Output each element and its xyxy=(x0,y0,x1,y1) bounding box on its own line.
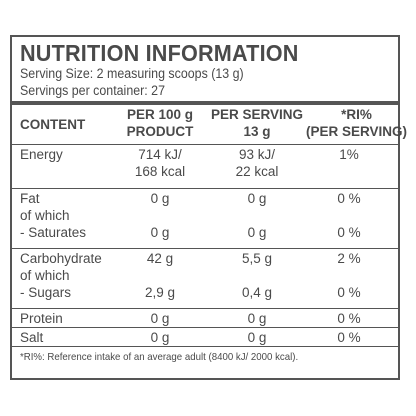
table-row-protein: Protein 0 g 0 g 0 % xyxy=(20,309,392,327)
protein-ri: 0 % xyxy=(337,311,361,326)
protein-label: Protein xyxy=(20,311,63,326)
saturates-per-100g: 0 g xyxy=(150,225,170,240)
fat-per-serving-cell: 0 g 0 g xyxy=(208,190,306,248)
carbohydrate-per-serving: 5,5 g xyxy=(241,251,273,266)
row-divider xyxy=(12,248,398,249)
nutrition-label: NUTRITION INFORMATION Serving Size: 2 me… xyxy=(10,35,407,380)
header-ri-line2: (PER SERVING) xyxy=(306,124,408,139)
energy-per-serving: 93 kJ/ 22 kcal xyxy=(208,146,306,188)
fat-label: Fat xyxy=(20,191,40,206)
header-ri: *RI% (PER SERVING) xyxy=(306,106,407,140)
sugars-per-serving: 0,4 g xyxy=(241,285,273,300)
header-per-serving: PER SERVING 13 g xyxy=(208,106,306,140)
salt-ri: 0 % xyxy=(337,330,361,345)
row-divider xyxy=(12,188,398,189)
carbohydrate-label: Carbohydrate xyxy=(20,251,102,266)
header-per-serving-line1: PER SERVING xyxy=(210,107,304,122)
header-per-100g-line1: PER 100 g xyxy=(126,107,194,122)
header-ri-line1: *RI% xyxy=(341,107,372,122)
energy-per-serving-kj: 93 kJ/ xyxy=(238,147,276,162)
saturates-ri: 0 % xyxy=(337,225,361,240)
carb-label-cell: Carbohydrate of which - Sugars xyxy=(20,250,112,308)
energy-per-100g-kj: 714 kJ/ xyxy=(138,147,182,162)
header-per-100g-line2: PRODUCT xyxy=(126,124,194,139)
carbohydrate-per-100g: 42 g xyxy=(146,251,174,266)
fat-label-cell: Fat of which - Saturates xyxy=(20,190,112,248)
table-row-fat: Fat of which - Saturates 0 g 0 g 0 g 0 g… xyxy=(20,189,392,248)
fat-per-100g: 0 g xyxy=(150,191,170,206)
sugars-label: - Sugars xyxy=(20,285,72,300)
protein-per-100g: 0 g xyxy=(150,311,170,326)
salt-per-100g: 0 g xyxy=(150,330,170,345)
carb-per-serving-cell: 5,5 g 0,4 g xyxy=(208,250,306,308)
fat-per-serving: 0 g xyxy=(247,191,267,206)
row-divider xyxy=(12,346,398,347)
energy-per-100g: 714 kJ/ 168 kcal xyxy=(112,146,208,188)
sugars-per-100g: 2,9 g xyxy=(144,285,176,300)
saturates-label: - Saturates xyxy=(20,225,87,240)
header-content: CONTENT xyxy=(20,117,86,132)
row-divider xyxy=(12,144,398,145)
header-per-100g: PER 100 g PRODUCT xyxy=(112,106,208,140)
energy-label: Energy xyxy=(20,147,63,162)
carb-per-100g-cell: 42 g 2,9 g xyxy=(112,250,208,308)
table-row-carbohydrate: Carbohydrate of which - Sugars 42 g 2,9 … xyxy=(20,249,392,308)
servings-per-container: Servings per container: 27 xyxy=(20,83,165,98)
carbohydrate-ri: 2 % xyxy=(337,251,361,266)
label-title: NUTRITION INFORMATION xyxy=(20,40,299,66)
salt-per-serving: 0 g xyxy=(247,330,267,345)
table-row-salt: Salt 0 g 0 g 0 % xyxy=(20,328,392,346)
table-header-row: CONTENT PER 100 g PRODUCT PER SERVING 13… xyxy=(20,105,407,144)
salt-label: Salt xyxy=(20,330,44,345)
reference-intake-footnote: *RI%: Reference intake of an average adu… xyxy=(20,351,299,363)
energy-per-100g-kcal: 168 kcal xyxy=(134,164,186,179)
saturates-per-serving: 0 g xyxy=(247,225,267,240)
energy-per-serving-kcal: 22 kcal xyxy=(235,164,279,179)
row-divider xyxy=(12,308,398,309)
fat-ri-cell: 0 % 0 % xyxy=(306,190,392,248)
serving-size: Serving Size: 2 measuring scoops (13 g) xyxy=(20,66,244,81)
fat-ri: 0 % xyxy=(337,191,361,206)
sugars-ri: 0 % xyxy=(337,285,361,300)
fat-of-which: of which xyxy=(20,208,70,223)
table-row-energy: Energy 714 kJ/ 168 kcal 93 kJ/ 22 kcal 1… xyxy=(20,145,392,188)
energy-ri: 1% xyxy=(339,147,359,162)
thick-divider xyxy=(12,101,398,105)
row-divider xyxy=(12,327,398,328)
header-per-serving-line2: 13 g xyxy=(243,124,271,139)
carb-of-which: of which xyxy=(20,268,70,283)
protein-per-serving: 0 g xyxy=(247,311,267,326)
fat-per-100g-cell: 0 g 0 g xyxy=(112,190,208,248)
carb-ri-cell: 2 % 0 % xyxy=(306,250,392,308)
